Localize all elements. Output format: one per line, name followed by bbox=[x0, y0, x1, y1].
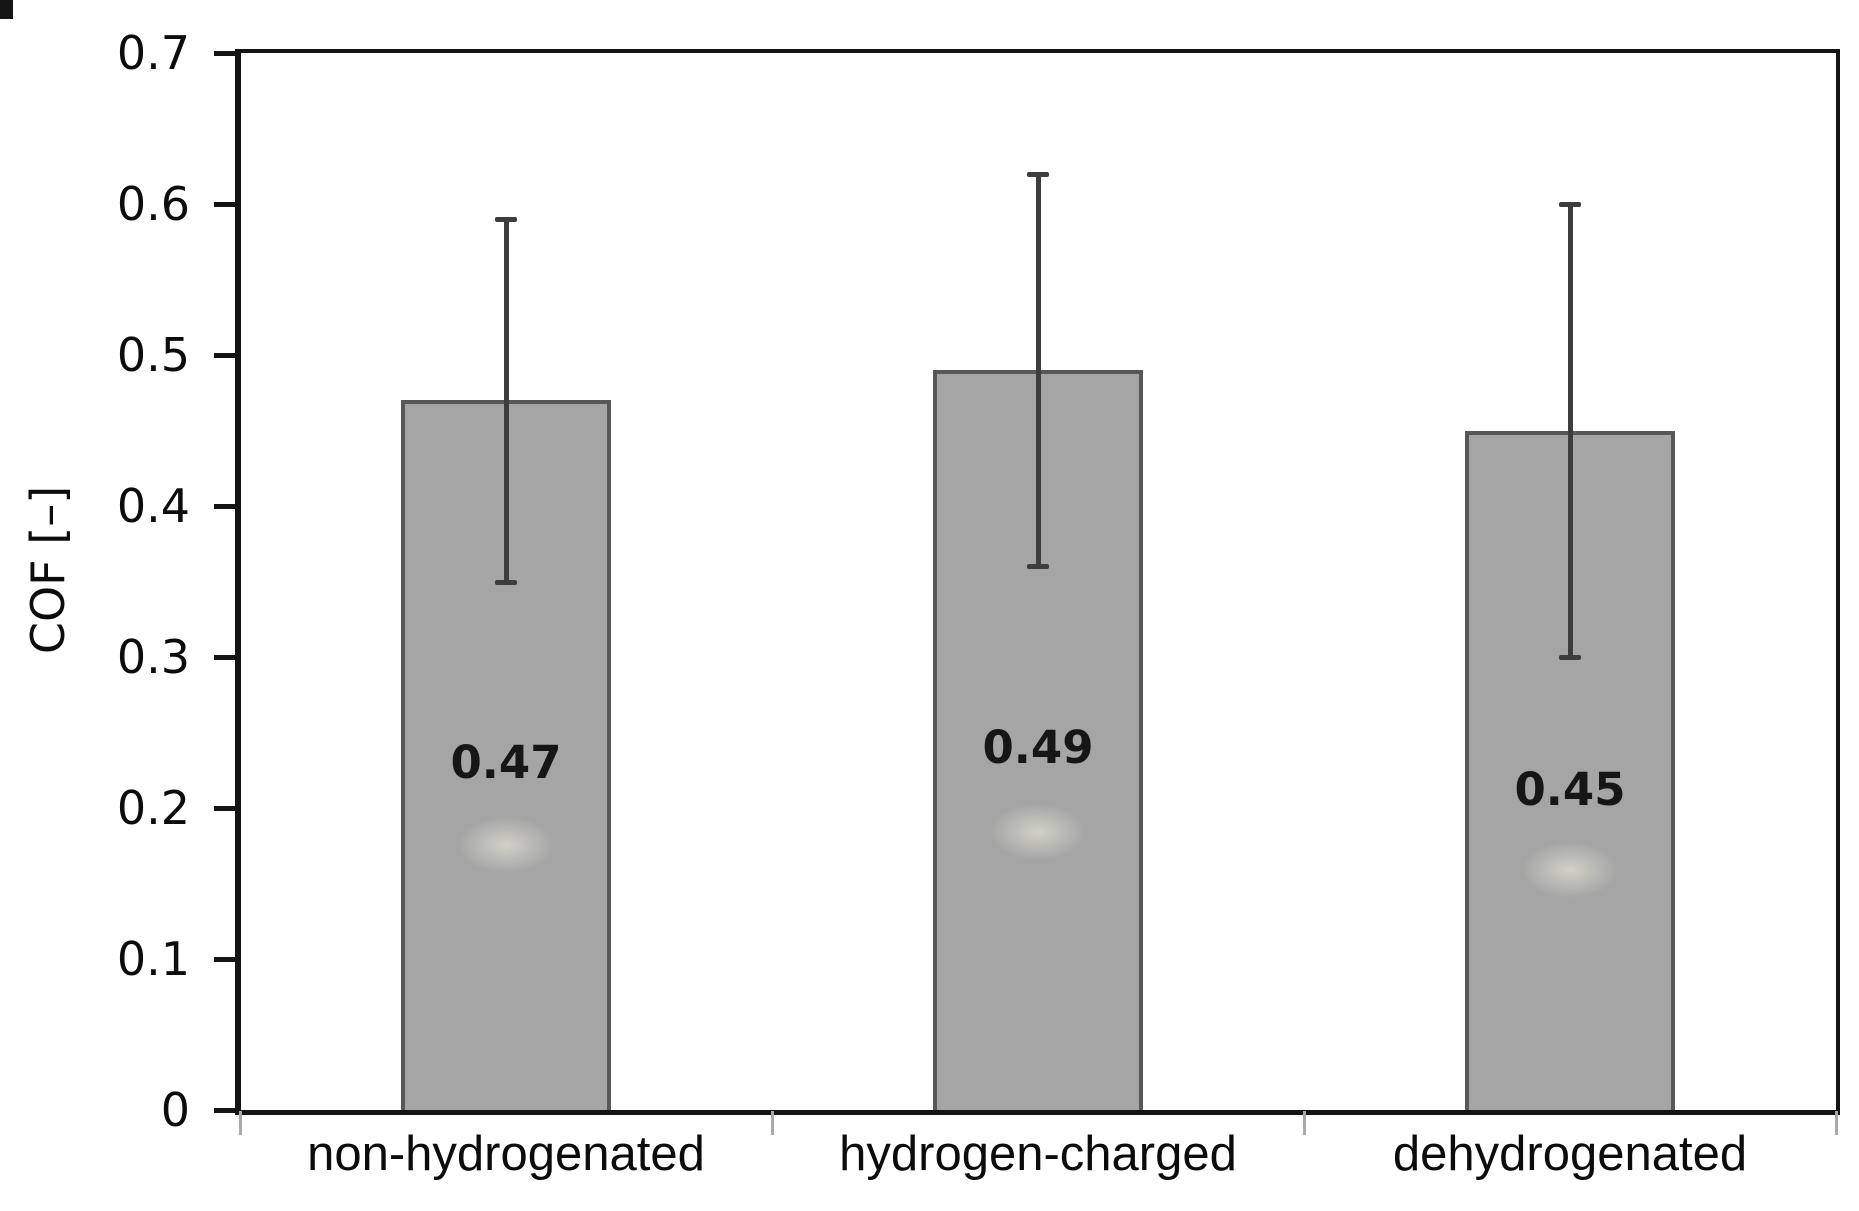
bar-value-label: 0.49 bbox=[982, 721, 1094, 774]
y-axis-tick bbox=[214, 806, 241, 811]
y-axis-tick bbox=[214, 202, 241, 207]
bar-value-label: 0.45 bbox=[1514, 763, 1626, 816]
y-axis-tick-label: 0.1 bbox=[116, 932, 190, 986]
bar-smudge-artifact bbox=[458, 817, 554, 873]
bar-value-label: 0.47 bbox=[450, 736, 562, 789]
y-axis-tick bbox=[214, 504, 241, 509]
x-axis-boundary-tick bbox=[239, 1111, 242, 1135]
y-axis-tick-label: 0.7 bbox=[116, 26, 190, 80]
y-axis-tick bbox=[214, 957, 241, 962]
y-axis-tick-label: 0.4 bbox=[116, 479, 190, 533]
x-axis-boundary-tick bbox=[771, 1111, 774, 1135]
y-axis-tick-label: 0.3 bbox=[116, 630, 190, 684]
error-bar-cap bbox=[1559, 202, 1581, 207]
error-bar-line bbox=[504, 219, 509, 582]
bar-smudge-artifact bbox=[990, 804, 1086, 860]
x-axis-category-label: non-hydrogenated bbox=[307, 1127, 705, 1181]
error-bar-cap bbox=[1027, 564, 1049, 569]
error-bar-line bbox=[1036, 174, 1041, 566]
y-axis-tick-label: 0.6 bbox=[116, 177, 190, 231]
y-axis-tick bbox=[214, 51, 241, 56]
y-axis-tick bbox=[214, 1108, 241, 1113]
x-axis-boundary-tick bbox=[1303, 1111, 1306, 1135]
bar-smudge-artifact bbox=[1522, 842, 1618, 898]
y-axis-tick-label: 0 bbox=[160, 1083, 190, 1137]
y-axis-tick bbox=[214, 655, 241, 660]
y-axis-tick-label: 0.5 bbox=[116, 328, 190, 382]
corner-artifact-mark bbox=[0, 0, 13, 19]
error-bar-cap bbox=[495, 580, 517, 585]
error-bar-cap bbox=[495, 217, 517, 222]
error-bar-cap bbox=[1027, 172, 1049, 177]
x-axis-boundary-tick bbox=[1835, 1111, 1838, 1135]
y-axis-tick-label: 0.2 bbox=[116, 781, 190, 835]
x-axis-category-label: hydrogen-charged bbox=[839, 1127, 1237, 1181]
error-bar-line bbox=[1568, 204, 1573, 657]
y-axis-tick bbox=[214, 353, 241, 358]
error-bar-cap bbox=[1559, 655, 1581, 660]
x-axis-category-label: dehydrogenated bbox=[1392, 1127, 1748, 1181]
